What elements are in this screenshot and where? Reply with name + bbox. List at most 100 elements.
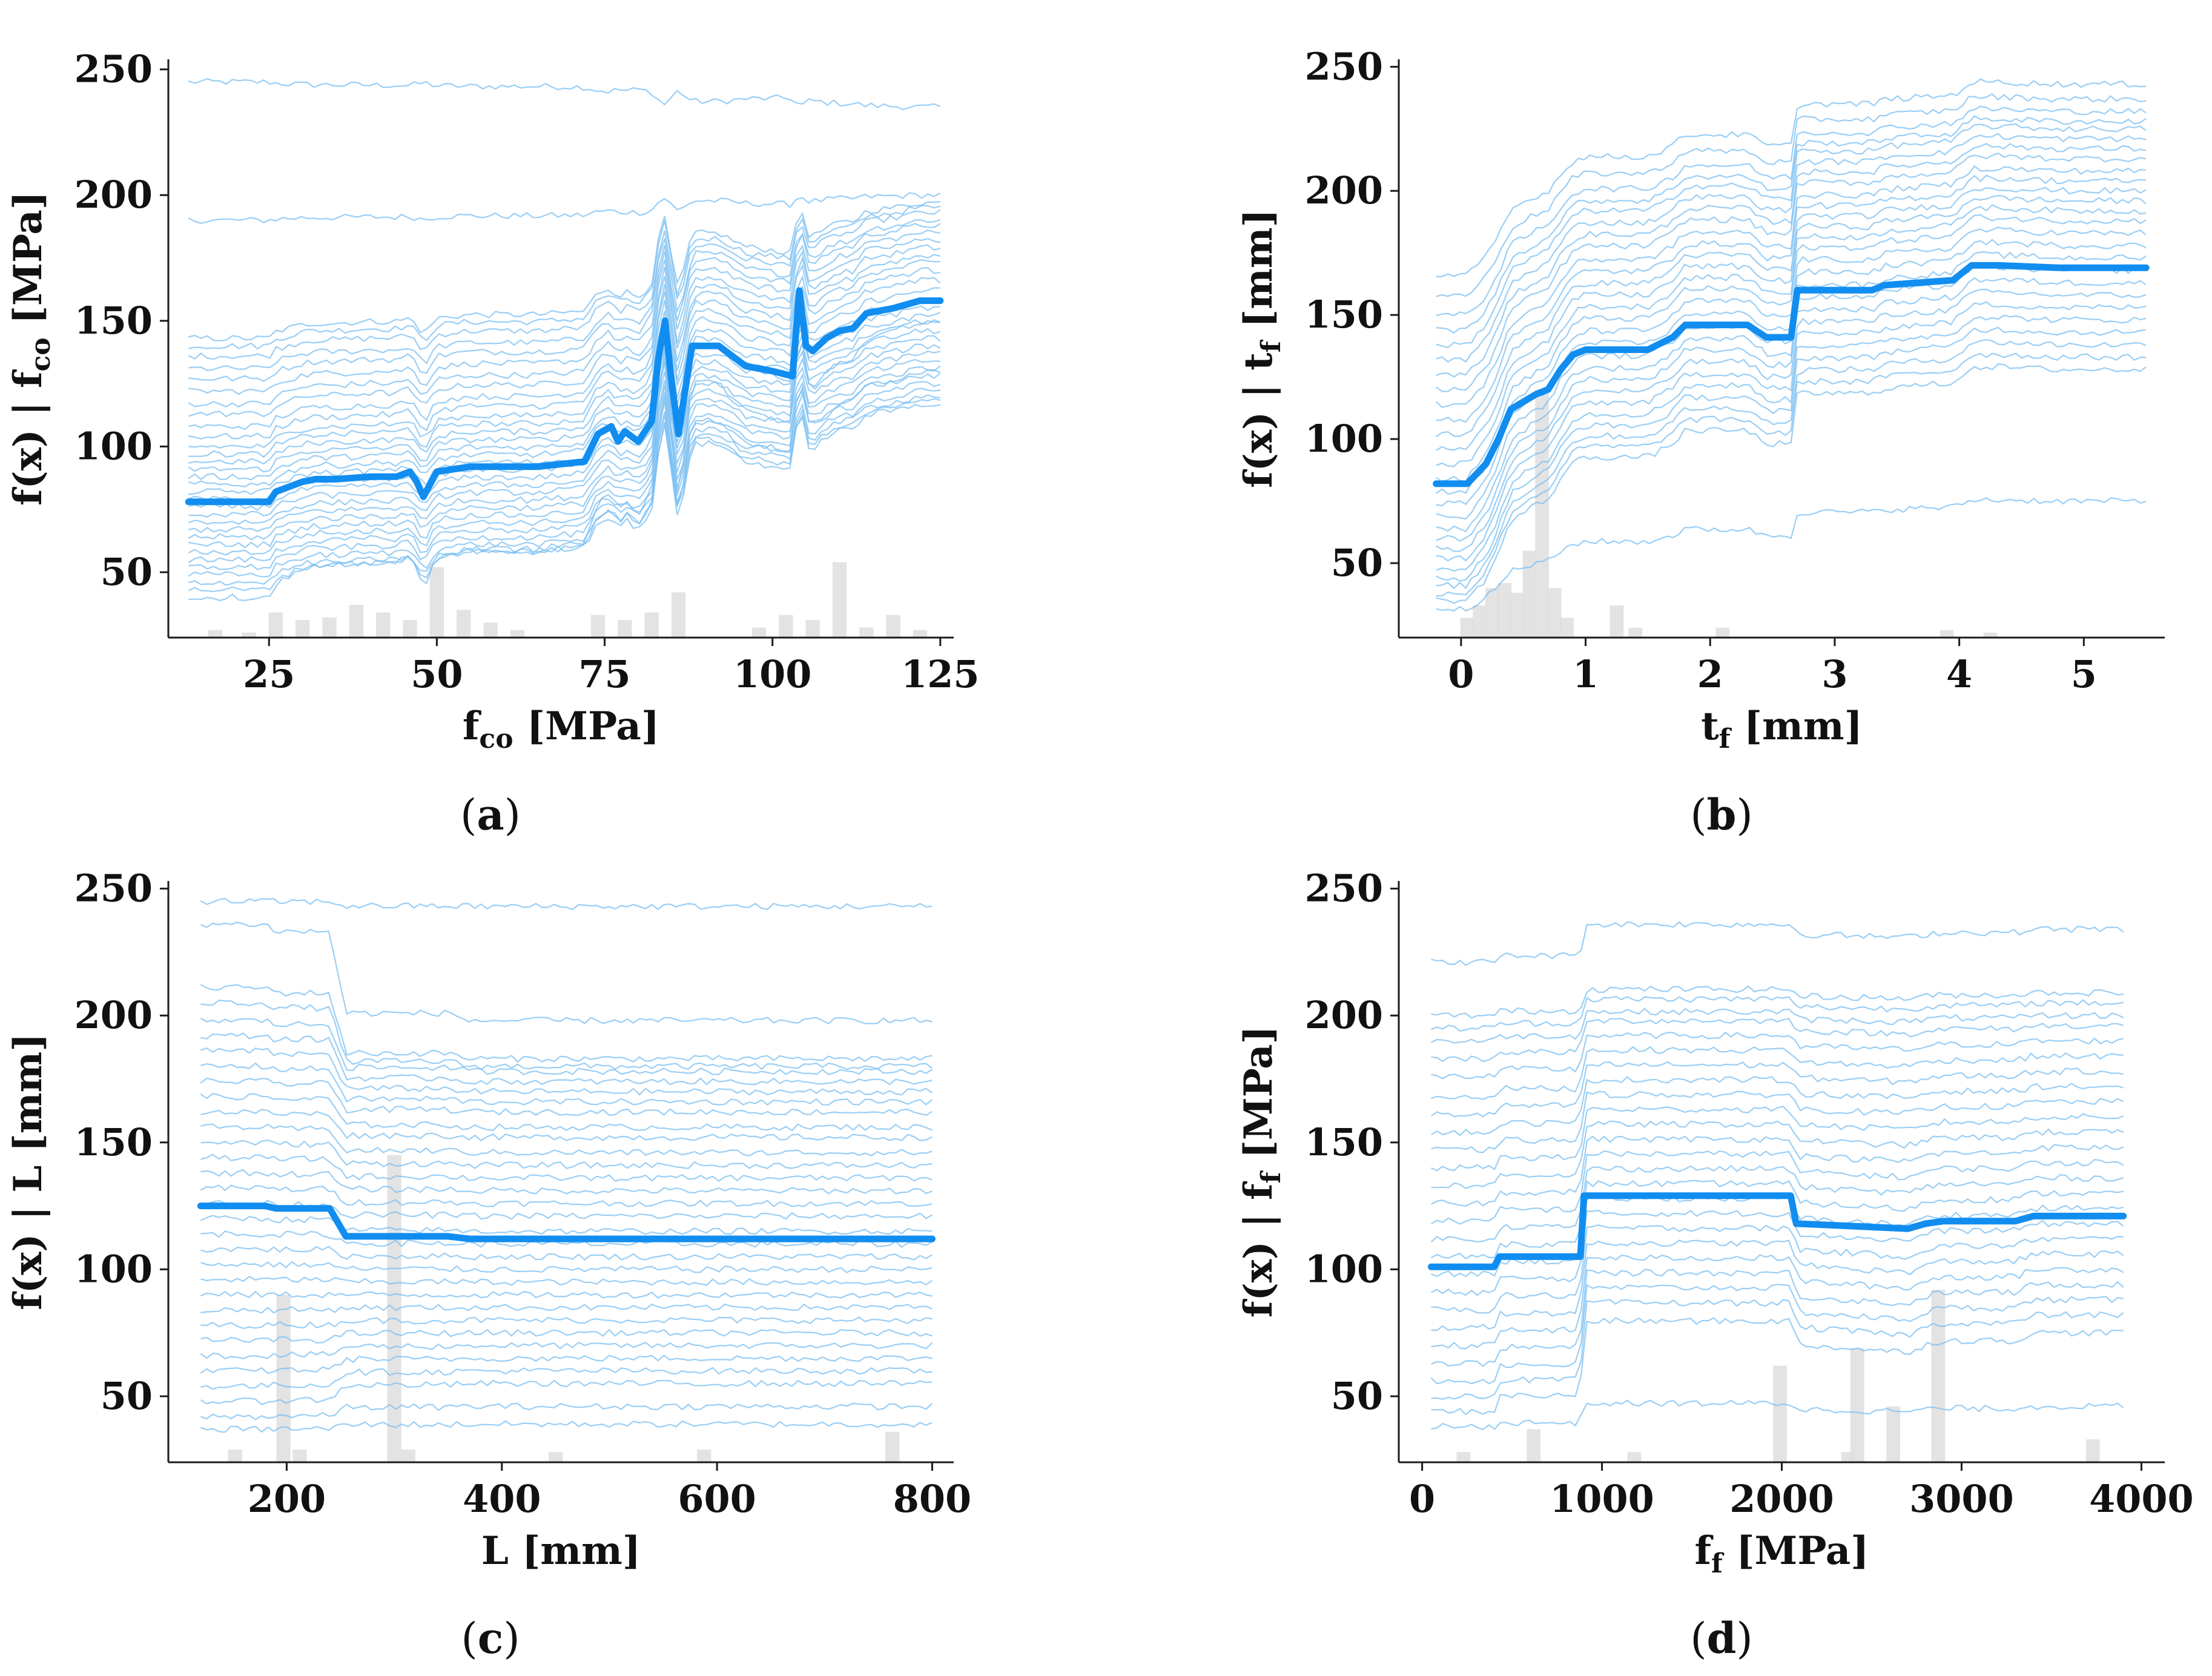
y-tick-label: 200 (74, 173, 153, 217)
histogram-bar (1547, 588, 1562, 638)
ice-line (1431, 1120, 2124, 1189)
pdp-line (1433, 262, 2150, 487)
y-tick-label: 50 (1331, 1374, 1383, 1418)
ice-line (1431, 1299, 2124, 1401)
ice-line (200, 1215, 933, 1235)
ice-line (188, 372, 941, 549)
ice-line (1431, 985, 2124, 1019)
ice-line (188, 287, 940, 465)
ice-line (188, 305, 940, 481)
ice-line (200, 1275, 933, 1286)
ice-lines (1430, 921, 2124, 1431)
pdp-line (185, 287, 944, 506)
ice-line (200, 897, 933, 911)
ice-line (1436, 301, 2147, 562)
histogram-bar (295, 619, 310, 638)
ice-line (188, 358, 940, 533)
ice-lines (188, 78, 941, 601)
ice-line (188, 398, 941, 578)
histogram-bar (401, 1450, 415, 1462)
y-axis-label: f(x) | tf [mm] (1236, 209, 1287, 488)
histogram-bar (242, 632, 256, 638)
ice-line (1431, 1017, 2124, 1063)
ice-line (1431, 1269, 2124, 1367)
ice-line (188, 267, 940, 449)
ice-line (188, 381, 941, 556)
histogram-bar (1535, 389, 1549, 638)
ice-line (200, 1303, 933, 1314)
ice-line (1431, 995, 2124, 1032)
histogram-bar (1940, 630, 1954, 638)
histogram-bar (1931, 1289, 1946, 1462)
x-tick-label: 25 (243, 652, 295, 696)
x-axis-label: L [mm] (481, 1528, 641, 1574)
ice-line (1431, 1224, 2124, 1314)
ice-line (1430, 1075, 2124, 1137)
x-tick-label: 50 (411, 652, 463, 696)
histogram-bar (590, 615, 606, 638)
x-tick-label: 125 (901, 652, 979, 696)
x-tick-label: 2000 (1729, 1477, 1834, 1521)
ice-line (188, 388, 940, 564)
y-tick-label: 100 (1305, 1247, 1383, 1291)
histogram-bar (292, 1450, 307, 1462)
ice-line (1436, 186, 2147, 438)
histogram-bar (859, 627, 874, 638)
x-tick-label: 2 (1697, 652, 1723, 696)
ice-line (188, 254, 941, 431)
histogram-bar (886, 615, 900, 638)
ice-line (1436, 152, 2147, 392)
panel-b: 50 100 150 200 250 0 1 2 3 4 5 tf [mm] f(x) | tf [mm… (1236, 44, 2165, 840)
ice-line (1431, 1031, 2124, 1080)
x-axis-label: ff [MPa] (1694, 1528, 1869, 1579)
ice-line (1436, 133, 2147, 363)
x-tick-label: 4 (1946, 652, 1972, 696)
y-tick-label: 50 (101, 550, 153, 594)
y-tick-label: 150 (1305, 1120, 1383, 1164)
histogram-bar (349, 605, 364, 638)
histogram (1460, 389, 1998, 638)
x-tick-label: 1000 (1550, 1477, 1654, 1521)
ice-line (1430, 1061, 2124, 1118)
x-tick-label: 1 (1573, 652, 1599, 696)
ice-line (200, 1354, 933, 1374)
histogram-bar (618, 619, 632, 638)
x-tick-label: 200 (248, 1477, 326, 1521)
histogram-bar (268, 612, 283, 638)
histogram-bar (403, 619, 417, 638)
histogram-bar (1628, 627, 1643, 638)
y-axis-label: f(x) | L [mm] (5, 1033, 51, 1310)
histogram-bar (322, 617, 337, 638)
histogram-bar (913, 630, 928, 638)
histogram-bar (1715, 627, 1730, 638)
histogram-bar (208, 630, 223, 638)
ice-line (1436, 194, 2147, 451)
ice-line (188, 343, 941, 518)
ice-line (200, 1077, 933, 1116)
ice-line (188, 259, 940, 440)
panel-caption: (a) (460, 790, 521, 840)
ice-line (200, 1261, 933, 1273)
ice-line (188, 298, 941, 473)
x-tick-label: 400 (463, 1477, 541, 1521)
ice-line (1431, 1317, 2124, 1416)
ice-line (200, 1032, 933, 1086)
y-tick-label: 250 (74, 47, 153, 91)
ice-line (200, 1123, 933, 1156)
x-tick-label: 3 (1821, 652, 1847, 696)
ice-line (188, 200, 940, 341)
panel-a: 50 100 150 200 250 25 50 75 100 125 fco [MPa] f(x) … (5, 47, 980, 840)
ice-line (1436, 326, 2147, 582)
x-tick-label: 0 (1448, 652, 1474, 696)
ice-line (200, 1109, 933, 1141)
pdp-line (197, 1203, 936, 1242)
x-axis-label: tf [mm] (1701, 704, 1863, 754)
ice-line (188, 351, 940, 525)
histogram-bar (885, 1431, 900, 1462)
ice-line (1431, 1090, 2124, 1153)
histogram-bar (1522, 550, 1537, 638)
ice-line (200, 1139, 933, 1169)
pdp-line (1428, 1192, 2127, 1270)
histogram-bar (1485, 588, 1499, 638)
ice-line (1436, 338, 2147, 590)
